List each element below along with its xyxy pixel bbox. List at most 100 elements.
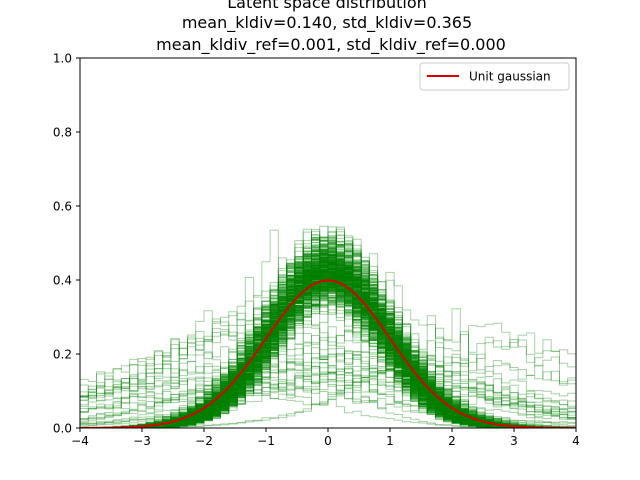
latent-histogram bbox=[80, 331, 576, 428]
latent-histogram bbox=[80, 272, 576, 428]
latent-histogram bbox=[80, 266, 576, 428]
latent-histogram bbox=[80, 240, 576, 428]
latent-histogram bbox=[80, 266, 576, 428]
latent-histogram bbox=[80, 250, 576, 428]
title-line-2: mean_kldiv=0.140, std_kldiv=0.365 bbox=[182, 13, 472, 33]
latent-histogram bbox=[80, 259, 576, 428]
latent-histogram bbox=[80, 262, 576, 428]
latent-histogram bbox=[80, 260, 576, 428]
latent-histogram bbox=[80, 258, 576, 428]
latent-histogram bbox=[80, 247, 576, 428]
latent-histogram bbox=[80, 236, 576, 428]
latent-histogram bbox=[80, 264, 576, 428]
latent-histogram bbox=[80, 254, 576, 428]
latent-histogram bbox=[80, 264, 576, 428]
legend-label-unit-gaussian: Unit gaussian bbox=[469, 70, 551, 84]
y-tick-label: 0.2 bbox=[53, 348, 72, 362]
latent-histogram bbox=[80, 261, 576, 428]
latent-histogram bbox=[80, 228, 576, 428]
latent-histogram bbox=[80, 248, 576, 428]
histogram-layer bbox=[80, 225, 576, 428]
latent-histogram bbox=[80, 240, 576, 428]
latent-histogram bbox=[80, 260, 576, 428]
y-tick-label: 1.0 bbox=[53, 52, 72, 66]
latent-histogram bbox=[80, 257, 576, 428]
latent-histogram bbox=[80, 249, 576, 428]
latent-histogram bbox=[80, 353, 576, 422]
latent-histogram bbox=[80, 278, 576, 428]
latent-histogram bbox=[80, 245, 576, 428]
latent-histogram bbox=[80, 248, 576, 428]
plot-area bbox=[80, 58, 576, 428]
latent-histogram bbox=[80, 256, 576, 428]
latent-histogram bbox=[80, 260, 576, 428]
latent-histogram bbox=[80, 236, 576, 428]
latent-histogram bbox=[80, 236, 576, 428]
latent-histogram bbox=[80, 256, 576, 428]
latent-histogram bbox=[80, 257, 576, 428]
latent-histogram bbox=[80, 269, 576, 428]
latent-histogram bbox=[80, 255, 576, 428]
latent-histogram bbox=[80, 243, 576, 428]
latent-histogram bbox=[80, 259, 576, 428]
latent-histogram bbox=[80, 366, 576, 426]
latent-histogram bbox=[80, 242, 576, 428]
latent-histogram bbox=[80, 244, 576, 428]
latent-histogram bbox=[80, 256, 576, 428]
latent-histogram bbox=[80, 234, 576, 428]
latent-histogram bbox=[80, 226, 576, 428]
latent-histogram bbox=[80, 257, 576, 428]
latent-histogram bbox=[80, 308, 576, 428]
title-line-1: Latent space distribution bbox=[227, 0, 427, 12]
y-tick-label: 0.6 bbox=[53, 200, 72, 214]
latent-histogram bbox=[80, 264, 576, 428]
latent-histogram bbox=[80, 254, 576, 428]
latent-histogram bbox=[80, 225, 576, 428]
latent-histogram bbox=[80, 235, 576, 428]
y-tick-label: 0.4 bbox=[53, 274, 72, 288]
latent-histogram bbox=[80, 266, 576, 428]
latent-histogram bbox=[80, 245, 576, 428]
latent-histogram bbox=[80, 243, 576, 428]
latent-histogram bbox=[80, 251, 576, 428]
latent-histogram bbox=[80, 262, 576, 428]
latent-histogram bbox=[80, 263, 576, 428]
latent-histogram bbox=[80, 269, 576, 428]
latent-histogram bbox=[80, 249, 576, 428]
latent-histogram bbox=[80, 269, 576, 428]
latent-histogram bbox=[80, 240, 576, 428]
latent-histogram bbox=[80, 272, 576, 428]
latent-histogram bbox=[80, 253, 576, 428]
latent-histogram bbox=[80, 376, 576, 412]
latent-histogram bbox=[80, 269, 576, 428]
latent-histogram bbox=[80, 244, 576, 428]
latent-histogram bbox=[80, 250, 576, 428]
latent-histogram bbox=[80, 260, 576, 428]
latent-histogram bbox=[80, 254, 576, 428]
latent-histogram bbox=[80, 243, 576, 428]
latent-histogram bbox=[80, 263, 576, 428]
latent-histogram bbox=[80, 260, 576, 428]
latent-histogram bbox=[80, 264, 576, 428]
latent-histogram bbox=[80, 282, 576, 428]
x-axis: −4 −3 −2 −1 0 1 2 3 4 bbox=[71, 428, 580, 448]
latent-histogram bbox=[80, 238, 576, 428]
legend: Unit gaussian bbox=[419, 62, 570, 91]
latent-histogram bbox=[80, 365, 576, 414]
latent-histogram bbox=[80, 254, 576, 428]
latent-histogram bbox=[80, 257, 576, 428]
latent-histogram bbox=[80, 249, 576, 428]
latent-histogram bbox=[80, 275, 576, 428]
latent-histogram bbox=[80, 363, 576, 428]
latent-histogram bbox=[80, 254, 576, 428]
latent-histogram bbox=[80, 260, 576, 428]
latent-histogram bbox=[80, 244, 576, 428]
latent-histogram bbox=[80, 259, 576, 428]
latent-histogram bbox=[80, 245, 576, 428]
latent-histogram bbox=[80, 249, 576, 428]
latent-histogram bbox=[80, 249, 576, 428]
latent-histogram bbox=[80, 261, 576, 428]
latent-histogram bbox=[80, 261, 576, 428]
latent-histogram bbox=[80, 264, 576, 428]
latent-histogram bbox=[80, 253, 576, 428]
